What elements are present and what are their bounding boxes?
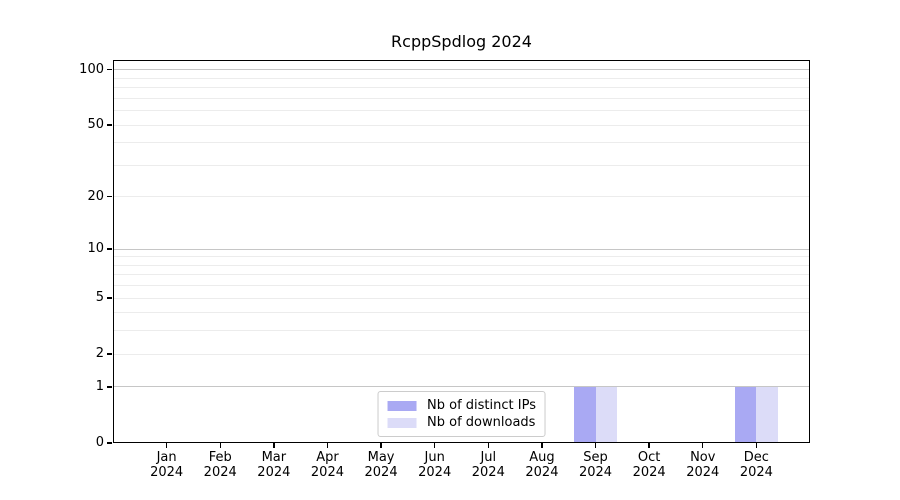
y-tick-20 xyxy=(107,196,112,198)
x-tick-label-mar: Mar 2024 xyxy=(257,450,291,480)
x-tick-label-sep: Sep 2024 xyxy=(578,450,613,480)
x-tick-nov xyxy=(702,443,704,448)
gridline-minor-20 xyxy=(113,196,810,198)
legend-swatch-downloads xyxy=(387,417,417,428)
x-tick-label-nov: Nov 2024 xyxy=(686,450,720,480)
x-tick-jan xyxy=(165,443,168,448)
legend-label-distinct-ips: Nb of distinct IPs xyxy=(427,398,536,413)
x-tick-oct xyxy=(648,443,650,448)
y-tick-0 xyxy=(107,442,112,444)
x-tick-mar xyxy=(273,443,275,448)
x-tick-may xyxy=(380,443,382,448)
gridline-minor-70 xyxy=(113,97,810,99)
y-tick-100 xyxy=(107,69,112,71)
gridline-minor-30 xyxy=(113,164,810,166)
x-tick-label-dec: Dec 2024 xyxy=(739,450,773,480)
x-tick-label-jul: Jul 2024 xyxy=(471,450,505,480)
gridline-minor-6 xyxy=(113,285,810,287)
y-tick-label-0: 0 xyxy=(95,435,104,450)
gridline-minor-50 xyxy=(113,124,810,126)
x-tick-label-may: May 2024 xyxy=(364,450,398,480)
y-tick-1 xyxy=(107,386,112,388)
y-tick-label-2: 2 xyxy=(95,346,104,362)
y-tick-label-50: 50 xyxy=(87,117,104,133)
legend-label-downloads: Nb of downloads xyxy=(427,415,536,430)
gridline-minor-9 xyxy=(113,256,810,258)
x-tick-jun xyxy=(433,443,436,448)
x-tick-label-jun: Jun 2024 xyxy=(418,450,452,480)
x-tick-label-oct: Oct 2024 xyxy=(632,450,666,480)
gridline-minor-40 xyxy=(113,142,810,144)
gridline-minor-90 xyxy=(113,77,810,79)
y-tick-label-5: 5 xyxy=(95,290,104,306)
y-tick-2 xyxy=(107,353,112,355)
bar-nb-of-distinct-ips-sep xyxy=(574,386,596,443)
legend: Nb of distinct IPs Nb of downloads xyxy=(377,391,546,437)
gridline-minor-60 xyxy=(113,110,810,112)
x-tick-label-feb: Feb 2024 xyxy=(203,450,237,480)
bar-nb-of-downloads-sep xyxy=(595,386,618,443)
legend-swatch-distinct-ips xyxy=(387,400,417,411)
y-tick-label-10: 10 xyxy=(87,241,104,257)
gridline-major-100 xyxy=(113,69,810,71)
y-tick-50 xyxy=(107,124,112,126)
gridline-minor-8 xyxy=(113,264,810,266)
bar-nb-of-distinct-ips-dec xyxy=(734,386,757,443)
gridline-minor-2 xyxy=(113,353,810,355)
gridline-major-10 xyxy=(113,248,810,250)
gridline-minor-80 xyxy=(113,87,810,89)
x-tick-label-aug: Aug 2024 xyxy=(525,450,559,480)
gridline-minor-4 xyxy=(113,312,810,314)
x-tick-jul xyxy=(487,443,489,448)
chart-title: RcppSpdlog 2024 xyxy=(391,32,532,51)
gridline-minor-3 xyxy=(113,330,810,332)
gridline-major-1 xyxy=(113,386,810,388)
y-tick-5 xyxy=(107,297,112,299)
gridline-minor-7 xyxy=(113,274,810,276)
x-tick-aug xyxy=(541,443,543,448)
gridline-minor-5 xyxy=(113,297,810,299)
y-tick-label-20: 20 xyxy=(87,188,104,204)
plot-area: Nb of distinct IPs Nb of downloads xyxy=(113,60,810,443)
bar-nb-of-downloads-dec xyxy=(756,386,778,443)
x-tick-label-jan: Jan 2024 xyxy=(150,450,184,480)
y-tick-label-100: 100 xyxy=(79,61,104,77)
x-tick-label-apr: Apr 2024 xyxy=(310,450,344,480)
x-tick-dec xyxy=(755,443,758,448)
y-tick-label-1: 1 xyxy=(95,378,104,394)
x-tick-sep xyxy=(594,443,597,448)
y-tick-10 xyxy=(107,248,112,250)
x-tick-apr xyxy=(326,443,329,448)
legend-item-downloads: Nb of downloads xyxy=(387,414,536,431)
x-tick-feb xyxy=(219,443,221,448)
legend-item-distinct-ips: Nb of distinct IPs xyxy=(387,397,536,414)
